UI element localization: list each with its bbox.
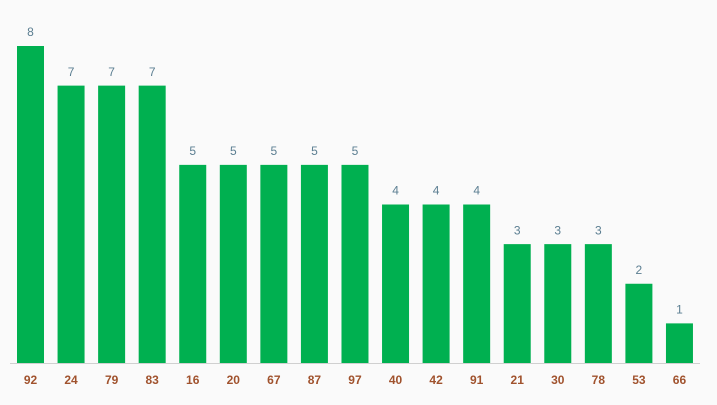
value-label: 1 <box>676 303 683 317</box>
value-label: 5 <box>352 144 359 158</box>
value-label: 7 <box>149 65 156 79</box>
x-tick-label: 78 <box>592 373 606 387</box>
value-label: 4 <box>433 184 440 198</box>
x-tick-label: 83 <box>146 373 160 387</box>
value-label: 5 <box>230 144 237 158</box>
x-tick-label: 20 <box>227 373 241 387</box>
value-label: 3 <box>514 223 521 237</box>
x-tick-label: 97 <box>348 373 362 387</box>
value-label: 2 <box>636 263 643 277</box>
x-tick-label: 30 <box>551 373 565 387</box>
bar <box>382 204 410 363</box>
bar <box>503 244 531 363</box>
bar <box>625 283 653 363</box>
x-tick-label: 92 <box>24 373 38 387</box>
bar <box>219 164 247 363</box>
value-label: 8 <box>27 25 34 39</box>
x-tick-label: 42 <box>429 373 443 387</box>
bar <box>98 85 126 363</box>
value-label: 3 <box>554 223 561 237</box>
bar <box>138 85 166 363</box>
bar <box>665 323 693 363</box>
value-label: 7 <box>68 65 75 79</box>
bar <box>57 85 85 363</box>
bar <box>260 164 288 363</box>
x-tick-label: 53 <box>632 373 646 387</box>
x-tick-label: 67 <box>267 373 281 387</box>
value-label: 4 <box>392 184 399 198</box>
value-label: 5 <box>189 144 196 158</box>
bar <box>179 164 207 363</box>
value-label: 7 <box>108 65 115 79</box>
bar <box>300 164 328 363</box>
value-label: 5 <box>311 144 318 158</box>
value-label: 4 <box>473 184 480 198</box>
x-tick-label: 66 <box>673 373 687 387</box>
x-tick-label: 16 <box>186 373 200 387</box>
bar <box>17 46 44 363</box>
value-label: 3 <box>595 223 602 237</box>
x-tick-label: 79 <box>105 373 119 387</box>
x-tick-label: 40 <box>389 373 403 387</box>
bar <box>584 244 612 363</box>
bar <box>463 204 491 363</box>
bar <box>341 164 369 363</box>
x-tick-label: 24 <box>64 373 78 387</box>
x-tick-label: 91 <box>470 373 484 387</box>
value-label: 5 <box>271 144 278 158</box>
x-tick-label: 21 <box>511 373 525 387</box>
bar <box>422 204 450 363</box>
bar <box>544 244 572 363</box>
x-tick-label: 87 <box>308 373 322 387</box>
